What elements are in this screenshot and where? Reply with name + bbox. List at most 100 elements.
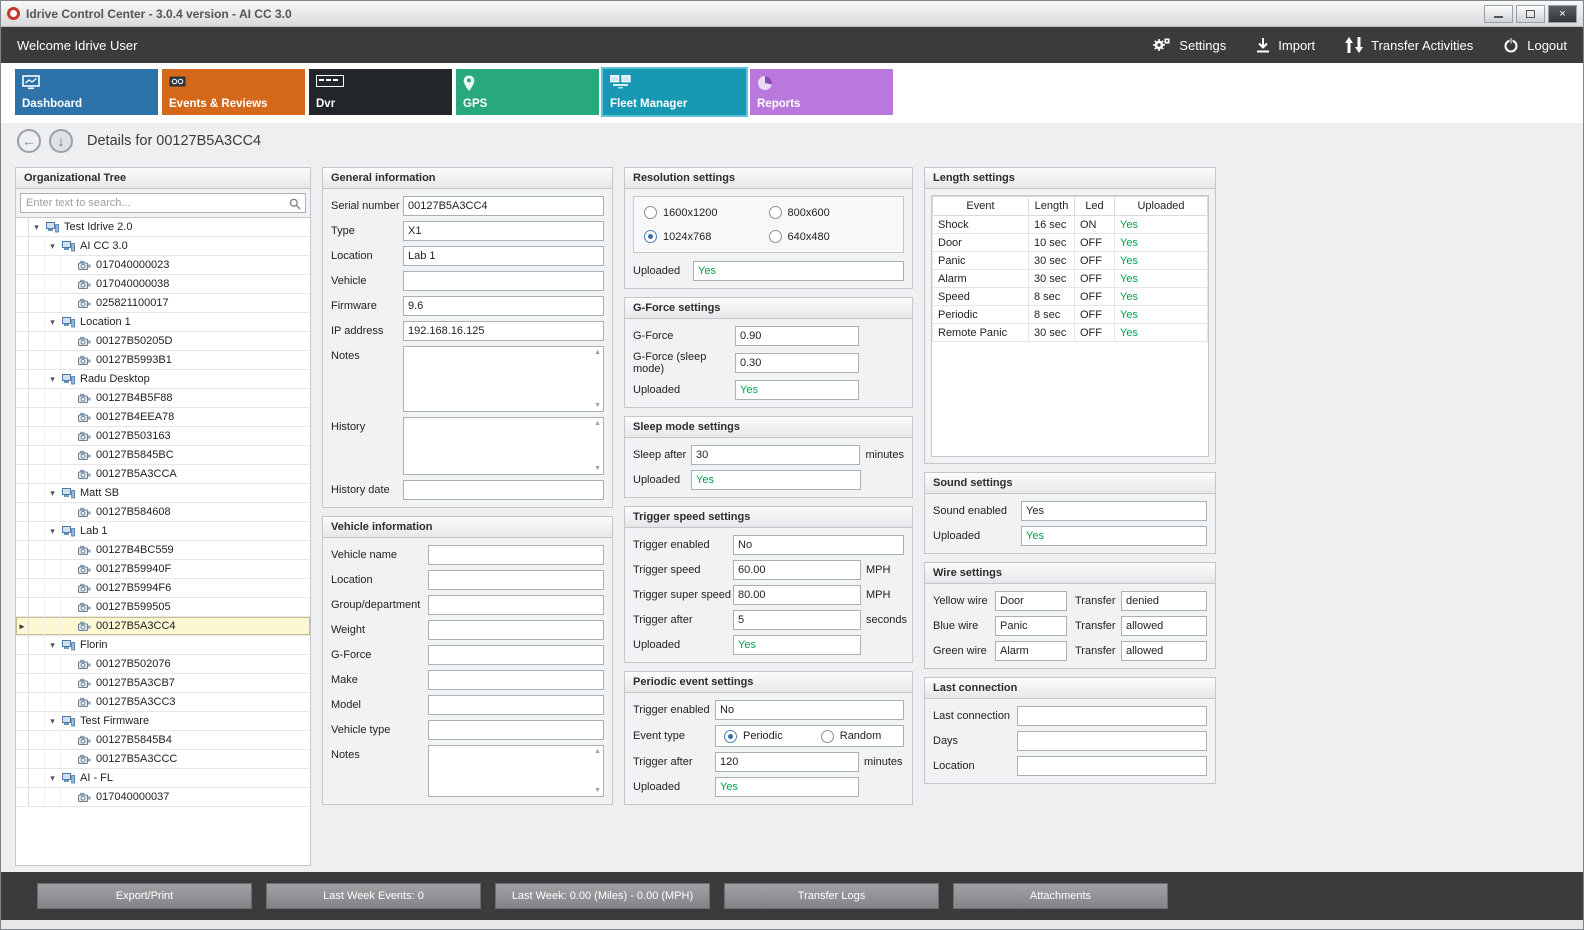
length-table-row[interactable]: Remote Panic 30 sec OFF Yes (932, 323, 1208, 342)
periodic-uploaded-field[interactable] (715, 777, 859, 797)
vehicle-gforce-input[interactable] (428, 645, 604, 665)
length-table-row[interactable]: Door 10 sec OFF Yes (932, 233, 1208, 252)
tree-item[interactable]: 00127B5845B4 (16, 731, 310, 750)
tree-item[interactable]: 00127B50205D (16, 332, 310, 351)
tree-item[interactable]: 017040000038 (16, 275, 310, 294)
maximize-button[interactable] (1516, 4, 1545, 23)
length-column-header[interactable]: Length (1028, 196, 1075, 216)
group-department-input[interactable] (428, 595, 604, 615)
expander-icon[interactable]: ▾ (50, 639, 55, 650)
tree-item[interactable]: 025821100017 (16, 294, 310, 313)
tree-item[interactable]: ▾ AI - FL (16, 769, 310, 788)
settings-button[interactable]: Settings (1151, 37, 1226, 54)
scroll-down-icon[interactable]: ▼ (594, 787, 601, 794)
tree-item[interactable]: ▾ Test Firmware (16, 712, 310, 731)
periodic-enabled-input[interactable] (715, 700, 904, 720)
tree-item[interactable]: 00127B4B5F88 (16, 389, 310, 408)
import-button[interactable]: Import (1256, 37, 1315, 53)
make-input[interactable] (428, 670, 604, 690)
tree-item[interactable]: 00127B4BC559 (16, 541, 310, 560)
resolution-option-1600x1200[interactable]: 1600x1200 (644, 206, 769, 219)
expander-icon[interactable]: ▾ (50, 715, 55, 726)
last-week-miles-button[interactable]: Last Week: 0.00 (Miles) - 0.00 (MPH) (495, 883, 710, 909)
length-column-header[interactable]: Led (1074, 196, 1115, 216)
vehicle-notes-textarea[interactable]: ▲ ▼ (428, 745, 604, 797)
tree-item[interactable]: ▾ Florin (16, 636, 310, 655)
vehicle-type-input[interactable] (428, 720, 604, 740)
close-button[interactable]: × (1548, 4, 1577, 23)
expander-icon[interactable]: ▾ (50, 525, 55, 536)
tree-item[interactable]: ▾ Test Idrive 2.0 (16, 218, 310, 237)
last-location-input[interactable] (1017, 756, 1207, 776)
vehicle-input[interactable] (403, 271, 604, 291)
tree-item[interactable]: 00127B5A3CCA (16, 465, 310, 484)
transfer-logs-button[interactable]: Transfer Logs (724, 883, 939, 909)
tree-item[interactable]: ▾ AI CC 3.0 (16, 237, 310, 256)
scroll-down-icon[interactable]: ▼ (594, 465, 601, 472)
gforce-uploaded-field[interactable] (735, 380, 859, 400)
tree-item[interactable]: 00127B5994F6 (16, 579, 310, 598)
notes-textarea[interactable]: ▲ ▼ (403, 346, 604, 412)
gforce-input[interactable] (735, 326, 859, 346)
attachments-button[interactable]: Attachments (953, 883, 1168, 909)
expander-icon[interactable]: ▾ (50, 316, 55, 327)
last-connection-input[interactable] (1017, 706, 1207, 726)
resolution-option-640x480[interactable]: 640x480 (768, 230, 894, 243)
expander-icon[interactable]: ▾ (50, 240, 55, 251)
trigger-enabled-input[interactable] (733, 535, 904, 555)
search-input[interactable] (20, 193, 306, 213)
minimize-button[interactable] (1484, 4, 1513, 23)
down-arrow-button[interactable]: ↓ (49, 129, 73, 153)
trigger-speed-input[interactable] (733, 560, 861, 580)
expander-icon[interactable]: ▾ (34, 221, 39, 232)
tree-item[interactable]: 00127B5845BC (16, 446, 310, 465)
length-table-row[interactable]: Speed 8 sec OFF Yes (932, 287, 1208, 306)
back-button[interactable]: ← (17, 129, 41, 153)
type-input[interactable] (403, 221, 604, 241)
green-wire-transfer-input[interactable] (1121, 641, 1207, 661)
tree-item[interactable]: 00127B5A3CC3 (16, 693, 310, 712)
blue-wire-input[interactable] (995, 616, 1067, 636)
tree-item[interactable]: 00127B5A3CCC (16, 750, 310, 769)
gforce-sleep-input[interactable] (735, 353, 859, 373)
trigger-after-input[interactable] (733, 610, 861, 630)
transfer-activities-button[interactable]: Transfer Activities (1345, 37, 1473, 53)
days-input[interactable] (1017, 731, 1207, 751)
vehicle-location-input[interactable] (428, 570, 604, 590)
tree-item[interactable]: 00127B502076 (16, 655, 310, 674)
yellow-wire-transfer-input[interactable] (1121, 591, 1207, 611)
resolution-option-800x600[interactable]: 800x600 (768, 206, 894, 219)
tab-fleet-manager[interactable]: Fleet Manager (601, 67, 748, 117)
history-textarea[interactable]: ▲ ▼ (403, 417, 604, 475)
tree-item[interactable]: 00127B5A3CB7 (16, 674, 310, 693)
resolution-uploaded-field[interactable] (693, 261, 904, 281)
trigger-uploaded-field[interactable] (733, 635, 861, 655)
scroll-up-icon[interactable]: ▲ (594, 748, 601, 755)
serial-number-input[interactable] (403, 196, 604, 216)
history-date-input[interactable] (403, 480, 604, 500)
length-column-header[interactable]: Event (932, 196, 1029, 216)
green-wire-input[interactable] (995, 641, 1067, 661)
scroll-up-icon[interactable]: ▲ (594, 349, 601, 356)
tree-item[interactable]: 017040000037 (16, 788, 310, 807)
resolution-option-1024x768[interactable]: 1024x768 (644, 230, 769, 243)
model-input[interactable] (428, 695, 604, 715)
tree-item[interactable]: ► 00127B5A3CC4 (16, 617, 310, 636)
tree-item[interactable]: ▾ Radu Desktop (16, 370, 310, 389)
tab-reports[interactable]: Reports (750, 69, 893, 115)
vehicle-name-input[interactable] (428, 545, 604, 565)
tree-item[interactable]: 00127B584608 (16, 503, 310, 522)
scroll-up-icon[interactable]: ▲ (594, 420, 601, 427)
tree-item[interactable]: 00127B503163 (16, 427, 310, 446)
tree-item[interactable]: 00127B5993B1 (16, 351, 310, 370)
tree-item[interactable]: ▾ Location 1 (16, 313, 310, 332)
tab-events-reviews[interactable]: Events & Reviews (162, 69, 305, 115)
trigger-super-speed-input[interactable] (733, 585, 861, 605)
weight-input[interactable] (428, 620, 604, 640)
expander-icon[interactable]: ▾ (50, 373, 55, 384)
tree-item[interactable]: ▾ Matt SB (16, 484, 310, 503)
tree-item[interactable]: 00127B59940F (16, 560, 310, 579)
last-week-events-button[interactable]: Last Week Events: 0 (266, 883, 481, 909)
location-input[interactable] (403, 246, 604, 266)
expander-icon[interactable]: ▾ (50, 487, 55, 498)
